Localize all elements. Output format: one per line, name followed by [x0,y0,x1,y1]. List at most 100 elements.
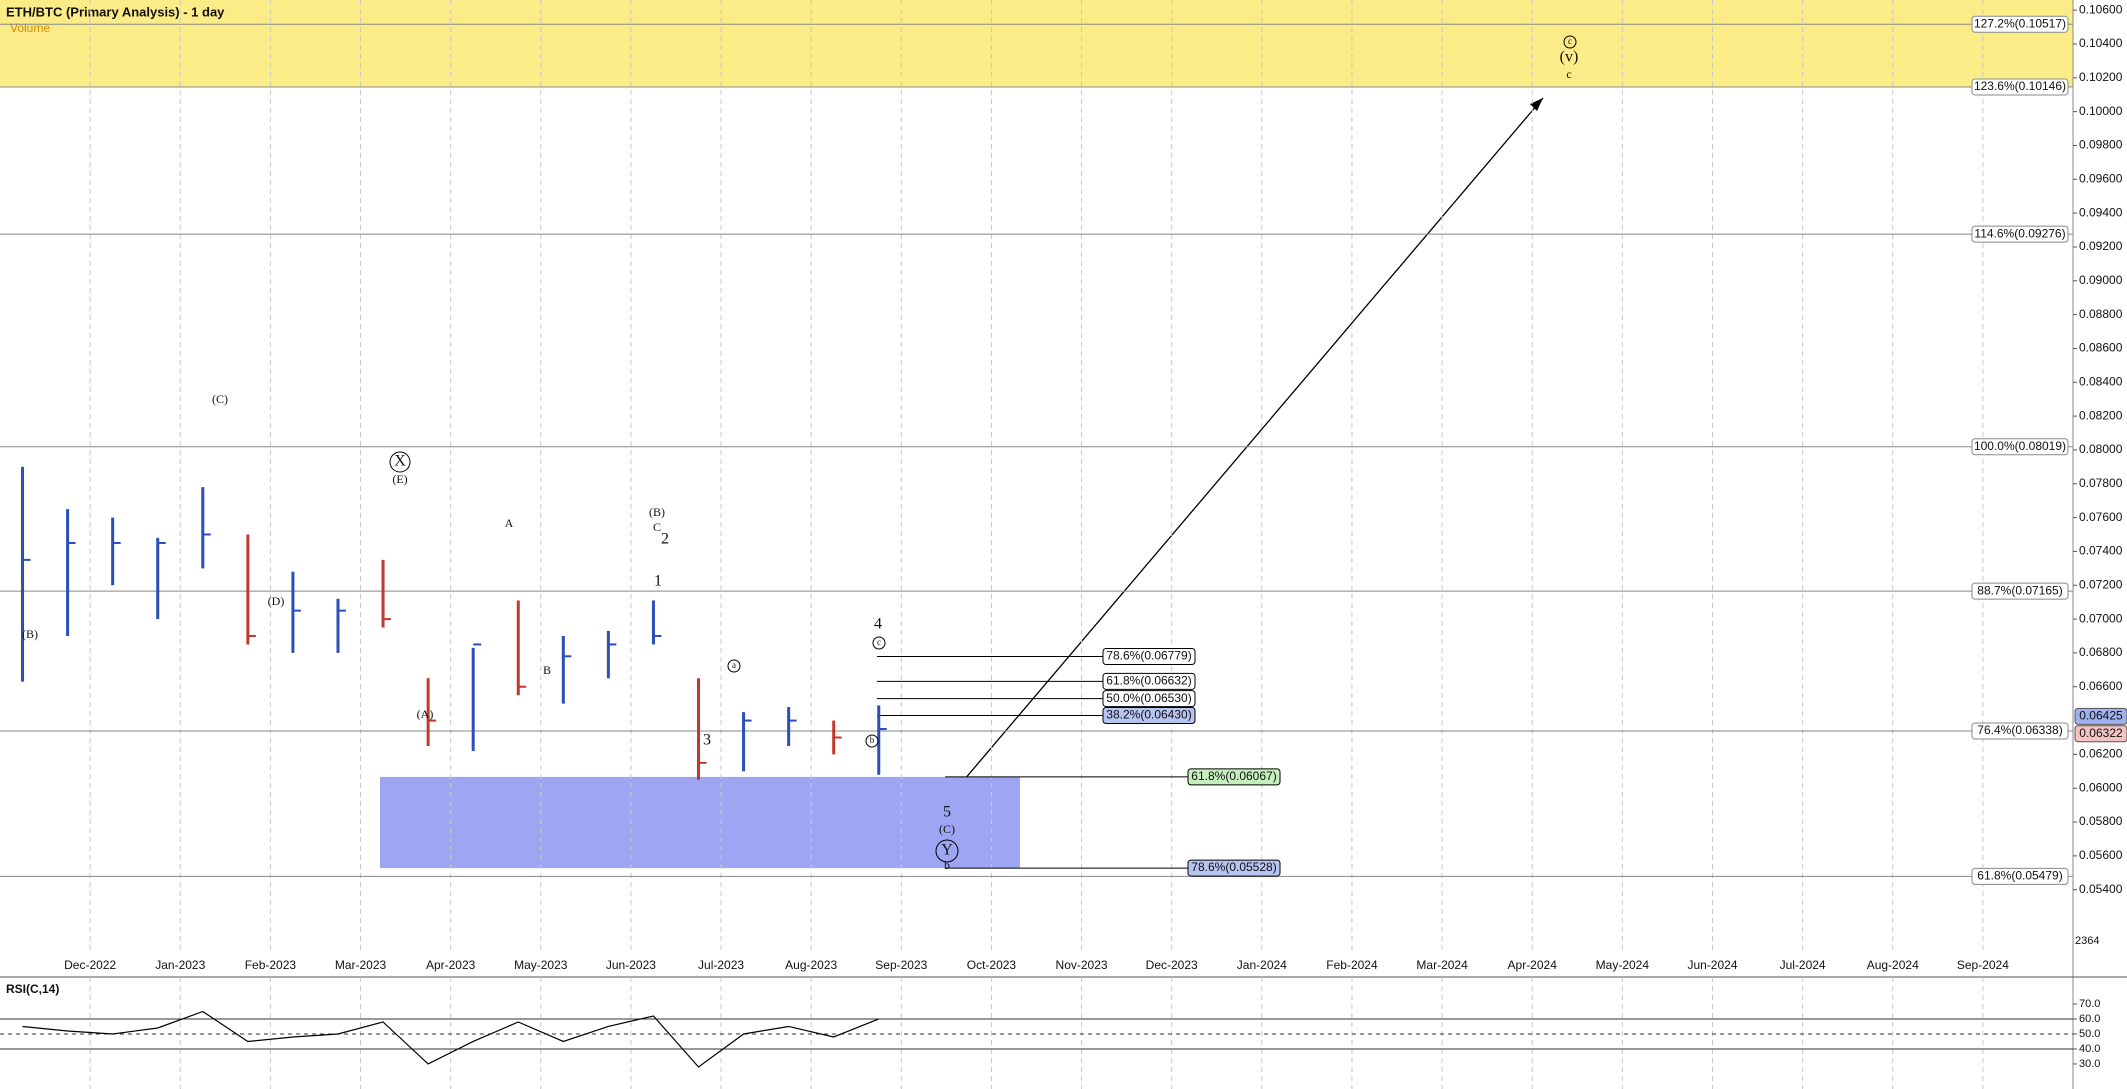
volume-last: 2364 [2075,935,2099,947]
x-tick-label: Dec-2023 [1146,958,1198,972]
wave-circle [872,636,886,650]
x-tick-label: Jan-2024 [1237,958,1287,972]
rsi-line [22,1010,879,1068]
x-tick-label: Apr-2024 [1508,958,1558,972]
fib-label-box [1102,647,1196,665]
x-tick-label: Jan-2023 [155,958,205,972]
fib-label: 61.8%(0.06067) [1191,769,1276,783]
fib-label: 61.8%(0.06632) [1106,674,1191,688]
price-marker [2074,725,2127,743]
price-marker [2074,707,2127,725]
y-tick-label: 0.05600 [2079,848,2123,862]
rsi-tick-label: 70.0 [2079,998,2100,1010]
y-tick-label: 0.09800 [2079,138,2123,152]
y-tick-label: 0.06000 [2079,780,2123,794]
y-tick-label: 0.09600 [2079,171,2123,185]
wave-label: X [394,453,406,470]
fib-label: 50.0%(0.06530) [1106,691,1191,705]
x-tick-label: Mar-2023 [335,958,387,972]
x-tick-label: Sep-2023 [875,958,927,972]
rsi-tick-label: 30.0 [2079,1058,2100,1070]
fib-label: 76.4%(0.06338) [1977,723,2062,737]
fib-label-box [1102,707,1196,724]
x-tick-label: Aug-2024 [1867,958,1919,972]
fib-label-box [1971,867,2069,885]
wave-label: C [653,520,661,534]
y-tick-label: 0.10400 [2079,36,2123,50]
fib-label: 38.2%(0.06430) [1106,708,1191,722]
fib-label: 114.6%(0.09276) [1974,226,2065,240]
wave-label: (v) [1560,49,1579,66]
support-box [380,776,1020,869]
price-marker-label: 0.06322 [2079,726,2123,740]
wave-label: (A) [417,707,434,721]
x-tick-label: Apr-2023 [426,958,476,972]
x-tick-label: Aug-2023 [785,958,837,972]
fib-label: 100.0%(0.08019) [1974,439,2066,453]
wave-label: 2 [661,531,669,548]
wave-label: Y [941,842,953,859]
fib-label-box [1102,672,1196,690]
wave-circle [727,659,741,673]
y-tick-label: 0.09400 [2079,205,2123,219]
x-tick-label: Dec-2022 [64,958,116,972]
fib-label-box [1971,225,2069,243]
fib-label: 78.6%(0.06779) [1106,649,1191,663]
wave-circle [389,451,411,473]
y-tick-label: 0.08600 [2079,341,2123,355]
fib-label-box [1102,690,1196,708]
wave-label: (C) [212,392,228,406]
x-tick-label: May-2024 [1596,958,1650,972]
volume-label: Volume [10,21,50,35]
target-zone [0,0,2073,87]
wave-label: 5 [943,804,951,821]
rsi-tick-label: 60.0 [2079,1013,2100,1025]
rsi-tick-label: 50.0 [2079,1028,2100,1040]
wave-circle [935,839,959,863]
wave-label: (B) [649,505,665,519]
x-tick-label: Jul-2023 [698,958,744,972]
y-tick-label: 0.08800 [2079,307,2123,321]
wave-circle [1563,35,1577,49]
wave-label: (E) [392,472,407,486]
wave-label: B [543,663,551,677]
y-tick-label: 0.07400 [2079,544,2123,558]
wave-label: 4 [874,616,882,633]
y-tick-label: 0.06200 [2079,747,2123,761]
fib-label: 123.6%(0.10146) [1974,79,2066,93]
y-tick-label: 0.05400 [2079,882,2123,896]
x-tick-label: Jun-2024 [1687,958,1737,972]
x-tick-label: Oct-2023 [967,958,1017,972]
fib-label-box [1971,78,2069,96]
wave-label: (D) [268,594,285,608]
chart-title: ETH/BTC (Primary Analysis) - 1 day [6,4,225,19]
y-tick-label: 0.09200 [2079,239,2123,253]
y-tick-label: 0.08200 [2079,408,2123,422]
y-tick-label: 0.07000 [2079,611,2123,625]
y-tick-label: 0.07200 [2079,577,2123,591]
y-tick-label: 0.07600 [2079,510,2123,524]
fib-label-box [1971,582,2069,600]
y-tick-label: 0.06800 [2079,645,2123,659]
fib-label: 61.8%(0.05479) [1977,869,2062,883]
y-tick-label: 0.10200 [2079,70,2123,84]
arrow-head [1530,98,1543,111]
fib-label-box [1971,15,2069,33]
projection-arrow [946,97,1544,801]
wave-label: 1 [654,573,662,590]
wave-circle [865,734,879,748]
wave-label: a [732,660,736,670]
x-tick-label: Nov-2023 [1056,958,1108,972]
y-tick-label: 0.08000 [2079,442,2123,456]
fib-label-box [1971,722,2069,740]
x-tick-label: May-2023 [514,958,568,972]
y-tick-label: 0.07800 [2079,476,2123,490]
rsi-title: RSI(C,14) [6,982,59,996]
fib-label-box [1187,768,1281,786]
y-tick-label: 0.10600 [2079,2,2123,16]
y-tick-label: 0.09000 [2079,273,2123,287]
fib-label: 88.7%(0.07165) [1977,583,2062,597]
fib-label-box [1971,438,2069,456]
